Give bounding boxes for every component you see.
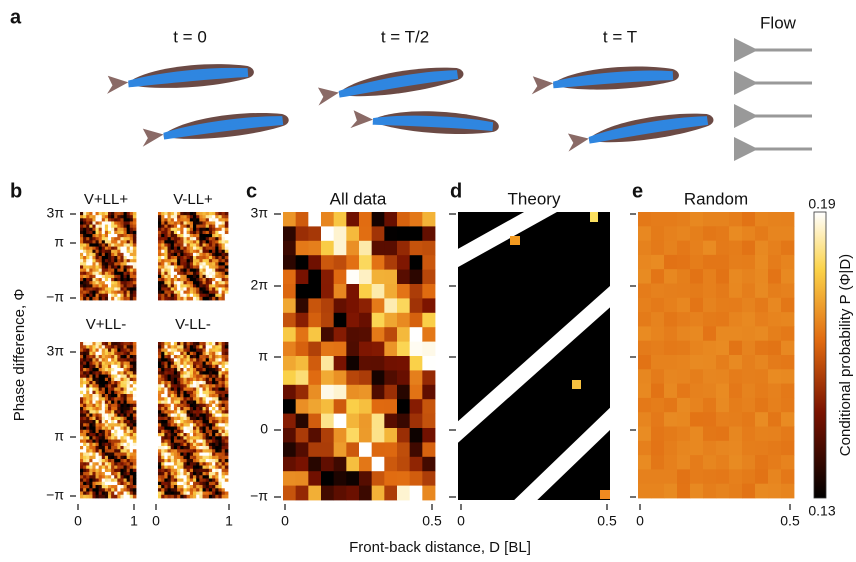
y-tick-label: −π bbox=[46, 487, 64, 503]
flow-label: Flow bbox=[760, 13, 797, 32]
x-tick-label: 0 bbox=[457, 513, 465, 529]
heatmaps bbox=[80, 212, 794, 500]
y-tick-label: 2π bbox=[251, 277, 269, 293]
panel-label: b bbox=[10, 180, 22, 202]
y-tick-label: −π bbox=[250, 488, 268, 504]
x-tick-label: 0 bbox=[281, 513, 289, 529]
heatmap-image bbox=[80, 212, 136, 300]
subplot-title: V+LL+ bbox=[84, 191, 128, 208]
heatmap-image bbox=[638, 212, 794, 498]
colorbar-min: 0.13 bbox=[808, 503, 835, 519]
subplot-title: V-LL- bbox=[175, 316, 211, 333]
x-tick-label: 0.5 bbox=[780, 513, 800, 529]
panel-label: a bbox=[10, 6, 22, 28]
heatmap-image bbox=[283, 212, 435, 500]
subplot-title: V-LL+ bbox=[173, 191, 213, 208]
y-tick-label: π bbox=[258, 348, 268, 364]
panel-label: e bbox=[632, 180, 643, 202]
colorbar-label: Conditional probability P (Φ|D) bbox=[837, 254, 854, 456]
colorbar-max: 0.19 bbox=[808, 196, 835, 212]
heatmap-image bbox=[158, 212, 228, 300]
x-tick-label: 0.5 bbox=[422, 513, 442, 529]
figure: a t = 0 t = T/2 t = T Flow b c d e V+LL+… bbox=[0, 0, 856, 562]
theory-map bbox=[440, 190, 640, 520]
x-tick-label: 1 bbox=[130, 513, 138, 529]
x-axis-label: Front-back distance, D [BL] bbox=[349, 539, 531, 556]
flow-arrows bbox=[755, 50, 812, 149]
time-label: t = T bbox=[603, 27, 637, 46]
subplot-title: V+LL- bbox=[86, 316, 126, 333]
fish-images bbox=[105, 61, 715, 152]
panel-label: c bbox=[246, 180, 257, 202]
y-tick-label: 0 bbox=[260, 421, 268, 437]
y-axis-label: Phase difference, Φ bbox=[11, 289, 28, 422]
panel-title: All data bbox=[330, 189, 387, 208]
x-tick-label: 0.5 bbox=[597, 513, 617, 529]
y-tick-label: −π bbox=[46, 289, 64, 305]
heatmap-image bbox=[158, 342, 228, 498]
x-tick-label: 1 bbox=[225, 513, 233, 529]
panel-title: Theory bbox=[508, 189, 561, 208]
y-tick-label: π bbox=[54, 234, 64, 250]
time-label: t = 0 bbox=[173, 27, 207, 46]
x-tick-label: 0 bbox=[636, 513, 644, 529]
heatmap-image bbox=[80, 342, 136, 498]
y-tick-label: 3π bbox=[251, 205, 269, 221]
y-tick-label: 3π bbox=[47, 205, 65, 221]
panel-label: d bbox=[450, 180, 462, 202]
colorbar bbox=[814, 212, 826, 498]
panel-title: Random bbox=[684, 189, 748, 208]
y-tick-label: 3π bbox=[47, 343, 65, 359]
y-tick-label: π bbox=[54, 428, 64, 444]
x-tick-label: 0 bbox=[74, 513, 82, 529]
x-tick-label: 0 bbox=[152, 513, 160, 529]
time-label: t = T/2 bbox=[381, 27, 429, 46]
